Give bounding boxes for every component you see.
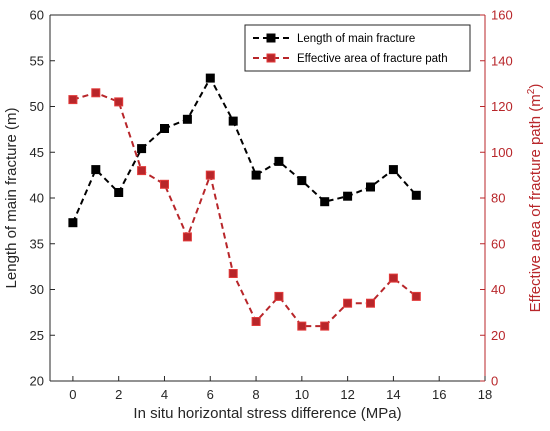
x-tick-label: 12: [340, 387, 354, 402]
main-fracture-length-marker: [411, 190, 421, 200]
legend-box: [244, 24, 471, 72]
main-fracture-length-marker: [366, 182, 375, 192]
left-y-tick-label: 40: [30, 191, 44, 206]
main-fracture-length-marker: [388, 165, 398, 175]
legend-marker-fracture-path-area: [266, 53, 276, 63]
legend: Length of main fracture Effective area of…: [244, 24, 471, 72]
fracture-path-area-marker: [160, 179, 169, 189]
fracture-path-area-marker: [228, 269, 238, 278]
main-fracture-length-marker: [182, 114, 192, 124]
main-fracture-length-marker: [343, 191, 353, 201]
x-tick-label: 0: [69, 387, 76, 402]
fracture-path-area-line: [72, 91, 417, 328]
right-y-tick-label: 120: [491, 99, 513, 114]
left-y-tick-label: 25: [30, 328, 44, 343]
fracture-path-area-marker: [137, 166, 147, 176]
main-fracture-length-marker: [114, 188, 124, 197]
fracture-path-area-marker: [411, 291, 421, 301]
fracture-path-area-marker: [388, 273, 398, 283]
right-y-axis-title-suffix: ): [527, 84, 544, 89]
fracture-path-area-marker: [366, 298, 375, 308]
x-tick-label: 8: [252, 387, 259, 402]
right-y-tick-label: 40: [491, 282, 505, 297]
right-y-tick-label: 140: [491, 53, 513, 68]
left-y-tick-label: 60: [30, 8, 44, 23]
main-fracture-length-marker: [68, 218, 78, 228]
right-y-tick-label: 20: [491, 328, 505, 343]
fracture-path-area-marker: [320, 321, 330, 331]
right-y-tick-label: 0: [491, 374, 498, 389]
right-y-tick-label: 100: [491, 145, 513, 160]
main-fracture-length-marker: [274, 156, 284, 166]
x-tick-label: 4: [161, 387, 168, 402]
left-y-tick-label: 55: [30, 53, 44, 68]
x-axis-title: In situ horizontal stress difference (MP…: [133, 405, 401, 422]
x-tick-label: 16: [432, 387, 446, 402]
x-tick-label: 6: [207, 387, 214, 402]
legend-label-fracture-path-area: Effective area of fracture path: [297, 53, 448, 65]
main-fracture-length-marker: [91, 165, 101, 175]
fracture-path-area-marker: [251, 317, 261, 326]
left-y-tick-label: 35: [30, 236, 44, 251]
main-fracture-length-marker: [320, 197, 330, 207]
x-tick-label: 18: [478, 387, 492, 402]
right-y-tick-label: 60: [491, 236, 505, 251]
fracture-path-area-marker: [114, 97, 124, 107]
fracture-path-area-marker: [343, 298, 353, 308]
legend-label-main-fracture-length: Length of main fracture: [297, 33, 415, 45]
legend-marker-main-fracture-length: [266, 33, 276, 43]
fracture-path-area-marker: [91, 88, 101, 98]
left-y-tick-label: 45: [30, 145, 44, 160]
fracture-path-area-marker: [68, 95, 78, 105]
left-y-tick-label: 50: [30, 99, 44, 114]
right-y-axis-title-superscript: 2: [526, 88, 537, 94]
x-tick-label: 14: [386, 387, 400, 402]
main-fracture-length-marker: [228, 116, 238, 126]
fracture-path-area-marker: [205, 170, 215, 180]
axis-ticks: 0 2 4 6 8 10 12 14 16 18 20 25 30 35 40 45 50 55 60 0 20 40 60…: [30, 8, 513, 403]
main-fracture-length-marker: [297, 176, 307, 186]
right-y-tick-label: 160: [491, 8, 513, 23]
left-y-axis-title: Length of main fracture (m): [3, 108, 20, 289]
x-tick-label: 10: [295, 387, 309, 402]
series-layer: [68, 73, 421, 331]
main-fracture-length-marker: [160, 124, 169, 133]
left-y-tick-label: 30: [30, 282, 44, 297]
right-y-tick-label: 80: [491, 191, 505, 206]
fracture-path-area-marker: [274, 291, 284, 301]
main-fracture-length-marker: [137, 144, 147, 154]
right-y-axis-title-main: Effective area of fracture path (m: [527, 94, 544, 312]
left-y-tick-label: 20: [30, 374, 44, 389]
x-tick-label: 2: [115, 387, 122, 402]
main-fracture-length-marker: [251, 170, 261, 180]
main-fracture-length-marker: [205, 73, 215, 83]
right-y-axis-title: Effective area of fracture path (m2): [526, 84, 544, 313]
fracture-path-area-marker: [297, 321, 307, 331]
fracture-path-area-marker: [182, 232, 192, 242]
main-fracture-length-line: [71, 76, 418, 224]
